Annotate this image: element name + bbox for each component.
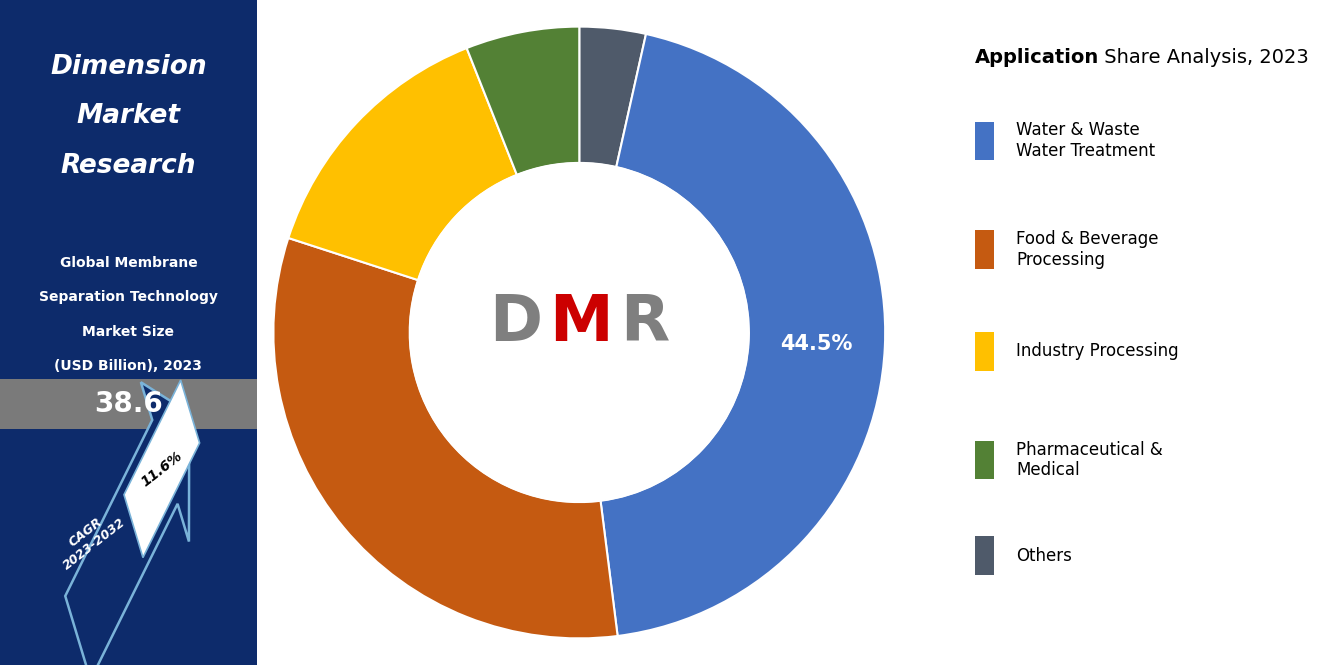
- Bar: [0, 379, 257, 429]
- Wedge shape: [288, 48, 516, 280]
- Text: 38.6: 38.6: [94, 390, 163, 418]
- Wedge shape: [601, 34, 885, 636]
- Text: (USD Billion), 2023: (USD Billion), 2023: [54, 359, 203, 374]
- Text: Water & Waste
Water Treatment: Water & Waste Water Treatment: [1015, 122, 1155, 160]
- Text: Global Membrane: Global Membrane: [59, 255, 198, 270]
- Text: Market: Market: [76, 103, 180, 130]
- Text: 11.6%: 11.6%: [138, 448, 184, 489]
- Circle shape: [410, 163, 749, 502]
- Wedge shape: [274, 238, 618, 638]
- Text: D: D: [490, 291, 543, 354]
- Wedge shape: [466, 27, 579, 175]
- Bar: [975, 122, 993, 160]
- Text: Research: Research: [61, 153, 196, 180]
- Polygon shape: [66, 382, 190, 665]
- Text: M: M: [549, 291, 614, 354]
- Text: Application: Application: [975, 49, 1100, 67]
- Text: 44.5%: 44.5%: [781, 334, 853, 354]
- Bar: [975, 332, 993, 371]
- Text: R: R: [620, 291, 669, 354]
- Bar: [975, 441, 993, 479]
- Text: CAGR
2023-2032: CAGR 2023-2032: [51, 505, 128, 573]
- Bar: [975, 537, 993, 575]
- Text: Separation Technology: Separation Technology: [40, 290, 217, 305]
- Text: Pharmaceutical &
Medical: Pharmaceutical & Medical: [1015, 441, 1163, 479]
- Text: Market Size: Market Size: [83, 325, 174, 339]
- Text: Others: Others: [1015, 547, 1072, 565]
- Polygon shape: [124, 380, 200, 557]
- Text: Food & Beverage
Processing: Food & Beverage Processing: [1015, 230, 1159, 269]
- Wedge shape: [579, 27, 647, 167]
- Text: Share Analysis, 2023: Share Analysis, 2023: [1098, 49, 1309, 67]
- Bar: [975, 230, 993, 269]
- Text: Industry Processing: Industry Processing: [1015, 342, 1179, 360]
- Text: Dimension: Dimension: [50, 53, 207, 80]
